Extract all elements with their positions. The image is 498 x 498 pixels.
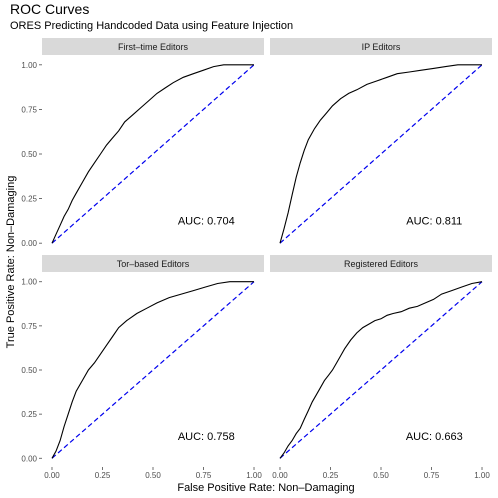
facet-panel-3: Tor–based Editors AUC: 0.758 0.00 0.25 0.50 0… <box>21 255 264 480</box>
auc-label: AUC: 0.663 <box>406 431 463 443</box>
x-tick-label: 0.25 <box>323 471 339 480</box>
roc-curve-line <box>279 64 482 244</box>
facet-strip-label: IP Editors <box>362 42 401 52</box>
facet-strip <box>270 38 492 55</box>
facet-strip <box>270 255 492 272</box>
y-tick-label: 0.00 <box>21 454 37 463</box>
roc-curve-line <box>279 281 483 459</box>
auc-label: AUC: 0.811 <box>406 216 462 228</box>
x-tick-label: 0.00 <box>272 471 288 480</box>
x-tick-label: 0.75 <box>196 471 212 480</box>
x-tick-label: 0.25 <box>95 471 111 480</box>
facet-panel-4: Registered Editors AUC: 0.663 0.00 0.25 0.50… <box>270 255 492 480</box>
facet-panel-2: IP Editors AUC: 0.811 <box>270 38 492 244</box>
diagonal-reference-line <box>279 281 483 459</box>
facet-strip-label: First–time Editors <box>118 42 189 52</box>
y-tick-label: 0.25 <box>21 195 37 204</box>
y-tick-label: 0.75 <box>21 105 37 114</box>
auc-label: AUC: 0.758 <box>178 431 235 443</box>
x-tick-label: 0.75 <box>424 471 440 480</box>
roc-curve-line <box>51 64 254 244</box>
y-tick-label: 0.75 <box>21 322 37 331</box>
y-tick-label: 0.50 <box>21 150 37 159</box>
facet-strip <box>42 38 264 55</box>
x-tick-label: 0.50 <box>145 471 161 480</box>
x-tick-label: 0.50 <box>373 471 389 480</box>
diagonal-reference-line <box>279 64 483 244</box>
roc-curve-line <box>51 281 254 459</box>
y-tick-label: 0.50 <box>21 366 37 375</box>
chart-title: ROC Curves <box>10 1 90 17</box>
y-tick-label: 0.25 <box>21 410 37 419</box>
chart-subtitle: ORES Predicting Handcoded Data using Fea… <box>10 20 294 32</box>
facet-strip <box>42 255 264 272</box>
x-tick-label: 1.00 <box>246 471 262 480</box>
y-axis-label: True Positive Rate: Non–Damaging <box>5 176 17 349</box>
facet-panel-1: First–time Editors AUC: 0.704 0.00 0.25 0.50… <box>21 38 264 248</box>
x-axis-label: False Positive Rate: Non–Damaging <box>177 482 354 494</box>
diagonal-reference-line <box>51 64 255 244</box>
x-tick-label: 0.00 <box>44 471 60 480</box>
y-tick-label: 0.00 <box>21 239 37 248</box>
x-tick-label: 1.00 <box>474 471 490 480</box>
diagonal-reference-line <box>51 281 255 459</box>
facet-strip-label: Tor–based Editors <box>117 259 190 269</box>
y-tick-label: 1.00 <box>21 278 37 287</box>
auc-label: AUC: 0.704 <box>178 216 235 228</box>
facet-strip-label: Registered Editors <box>344 259 419 269</box>
y-tick-label: 1.00 <box>21 61 37 70</box>
